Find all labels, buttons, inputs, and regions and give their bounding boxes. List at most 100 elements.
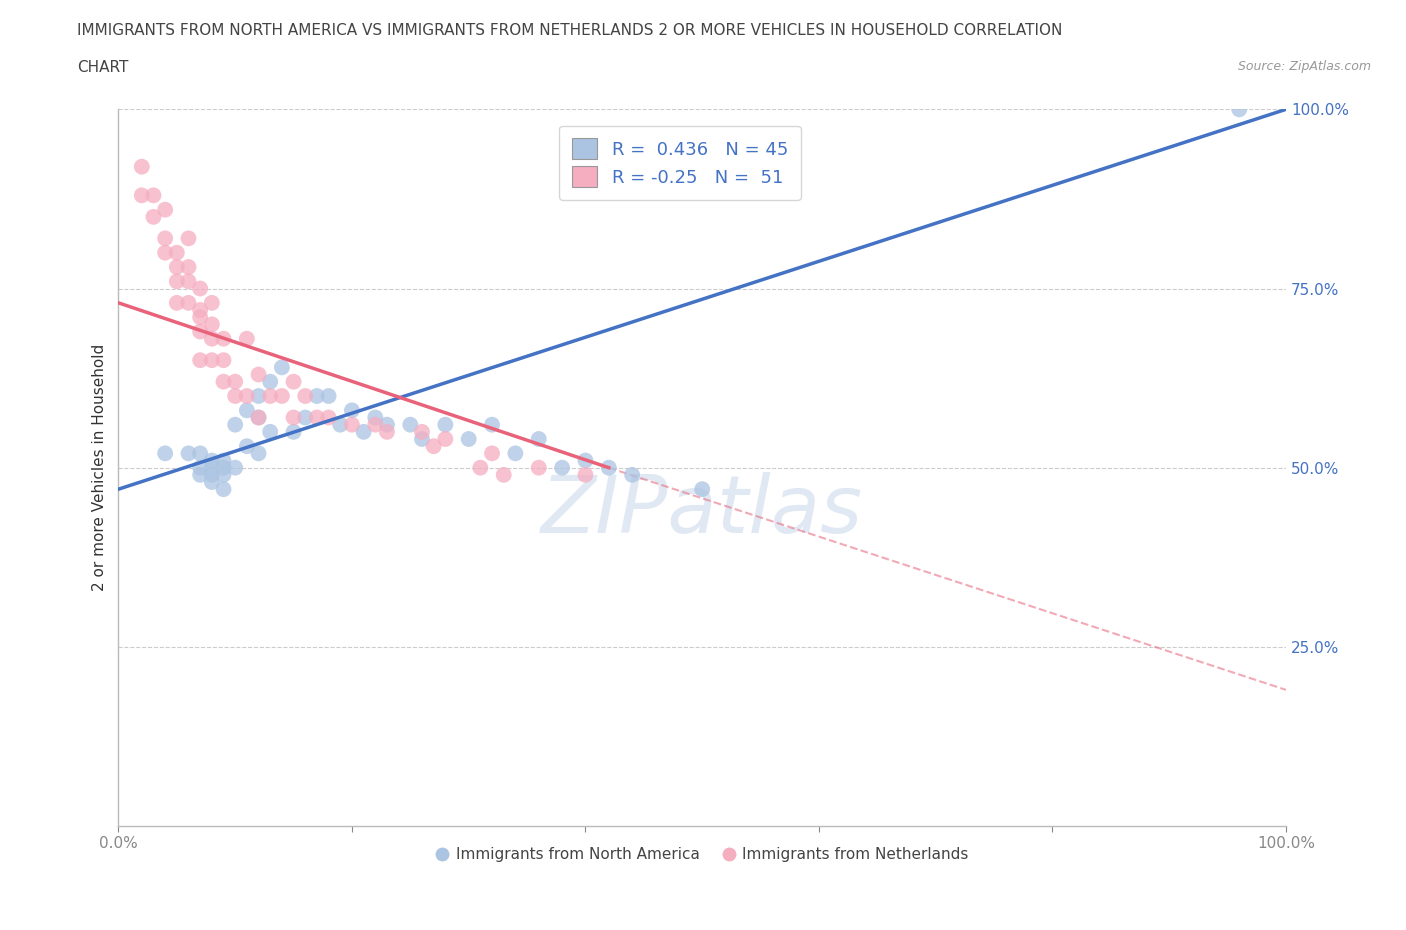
Point	[212, 460, 235, 475]
Point	[527, 460, 550, 475]
Point	[353, 424, 375, 439]
Point	[212, 468, 235, 483]
Point	[131, 159, 153, 174]
Point	[188, 352, 211, 367]
Point	[236, 439, 259, 454]
Point	[422, 439, 444, 454]
Point	[188, 468, 211, 483]
Point	[212, 374, 235, 389]
Point	[259, 424, 281, 439]
Point	[318, 389, 340, 404]
Point	[481, 418, 503, 432]
Point	[340, 403, 363, 418]
Point	[434, 418, 457, 432]
Point	[201, 317, 224, 332]
Text: IMMIGRANTS FROM NORTH AMERICA VS IMMIGRANTS FROM NETHERLANDS 2 OR MORE VEHICLES : IMMIGRANTS FROM NORTH AMERICA VS IMMIGRA…	[77, 23, 1063, 38]
Point	[492, 468, 515, 483]
Point	[247, 367, 270, 382]
Point	[411, 432, 433, 446]
Legend: Immigrants from North America, Immigrants from Netherlands: Immigrants from North America, Immigrant…	[430, 842, 974, 869]
Point	[177, 274, 200, 289]
Point	[153, 231, 176, 246]
Point	[166, 296, 188, 311]
Point	[294, 410, 316, 425]
Point	[457, 432, 479, 446]
Point	[247, 410, 270, 425]
Point	[212, 482, 235, 497]
Point	[247, 410, 270, 425]
Point	[259, 389, 281, 404]
Point	[470, 460, 492, 475]
Point	[142, 188, 165, 203]
Point	[364, 410, 387, 425]
Point	[375, 424, 398, 439]
Point	[598, 460, 620, 475]
Point	[201, 474, 224, 489]
Point	[364, 418, 387, 432]
Point	[236, 403, 259, 418]
Point	[224, 374, 246, 389]
Point	[166, 259, 188, 274]
Point	[188, 281, 211, 296]
Point	[259, 374, 281, 389]
Y-axis label: 2 or more Vehicles in Household: 2 or more Vehicles in Household	[93, 344, 107, 591]
Point	[574, 468, 596, 483]
Point	[329, 418, 352, 432]
Point	[224, 418, 246, 432]
Point	[551, 460, 574, 475]
Point	[201, 296, 224, 311]
Point	[318, 410, 340, 425]
Point	[166, 274, 188, 289]
Point	[1227, 102, 1250, 117]
Point	[236, 331, 259, 346]
Point	[153, 246, 176, 260]
Point	[481, 445, 503, 460]
Point	[212, 453, 235, 468]
Point	[188, 460, 211, 475]
Point	[505, 445, 527, 460]
Point	[201, 331, 224, 346]
Point	[201, 468, 224, 483]
Point	[142, 209, 165, 224]
Point	[188, 445, 211, 460]
Point	[283, 424, 305, 439]
Point	[153, 445, 176, 460]
Point	[188, 302, 211, 317]
Point	[166, 246, 188, 260]
Text: Source: ZipAtlas.com: Source: ZipAtlas.com	[1237, 60, 1371, 73]
Point	[177, 445, 200, 460]
Point	[690, 482, 713, 497]
Point	[177, 296, 200, 311]
Point	[153, 202, 176, 217]
Point	[247, 445, 270, 460]
Point	[621, 468, 644, 483]
Point	[131, 188, 153, 203]
Point	[305, 389, 328, 404]
Point	[247, 389, 270, 404]
Point	[283, 374, 305, 389]
Point	[188, 310, 211, 325]
Point	[340, 418, 363, 432]
Point	[201, 352, 224, 367]
Point	[399, 418, 422, 432]
Point	[201, 453, 224, 468]
Point	[434, 432, 457, 446]
Text: ZIPatlas: ZIPatlas	[541, 472, 863, 550]
Point	[283, 410, 305, 425]
Point	[201, 460, 224, 475]
Point	[236, 389, 259, 404]
Point	[294, 389, 316, 404]
Point	[527, 432, 550, 446]
Point	[177, 231, 200, 246]
Point	[212, 352, 235, 367]
Point	[270, 389, 292, 404]
Point	[270, 360, 292, 375]
Point	[305, 410, 328, 425]
Point	[177, 259, 200, 274]
Point	[188, 324, 211, 339]
Text: CHART: CHART	[77, 60, 129, 75]
Point	[574, 453, 596, 468]
Point	[212, 331, 235, 346]
Point	[375, 418, 398, 432]
Point	[411, 424, 433, 439]
